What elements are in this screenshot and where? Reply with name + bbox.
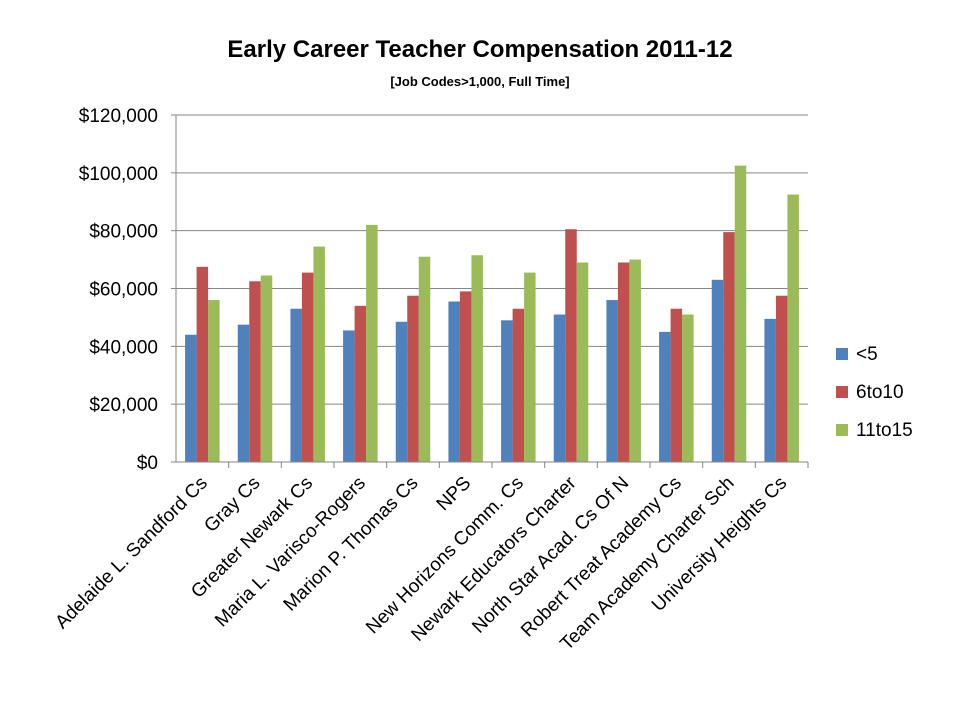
bar-3-4 <box>366 224 378 462</box>
bar-1-4 <box>343 330 355 462</box>
bar-1-2 <box>237 324 250 462</box>
legend-swatch <box>836 424 848 436</box>
bar-2-9 <box>617 262 630 462</box>
bar-3-6 <box>471 255 483 462</box>
bar-1-7 <box>501 320 513 462</box>
bar-2-5 <box>407 295 419 462</box>
bar-1-8 <box>553 314 566 462</box>
bar-3-3 <box>313 246 325 462</box>
y-tick-label: $40,000 <box>89 337 158 358</box>
bar-2-8 <box>565 229 577 462</box>
bar-3-11 <box>734 165 747 462</box>
chart-title: Early Career Teacher Compensation 2011-1… <box>227 36 733 63</box>
bar-2-6 <box>459 291 472 462</box>
chart-subtitle: [Job Codes>1,000, Full Time] <box>390 74 570 89</box>
bar-2-12 <box>775 295 788 462</box>
x-tick-label: NPS <box>433 473 475 515</box>
y-tick-label: $120,000 <box>79 106 158 127</box>
bar-3-5 <box>418 256 431 462</box>
bar-1-9 <box>606 300 618 462</box>
y-tick-label: $80,000 <box>89 222 158 243</box>
legend-swatch <box>836 386 848 398</box>
bar-1-6 <box>448 301 460 462</box>
legend-swatch <box>836 348 848 360</box>
bar-2-3 <box>301 272 314 462</box>
gridlines <box>176 114 808 405</box>
bar-1-11 <box>711 279 724 462</box>
axes <box>171 114 809 468</box>
bar-1-10 <box>659 331 671 462</box>
bar-1-1 <box>185 334 197 462</box>
legend: <5 6to10 11to15 <box>836 344 913 441</box>
bar-3-12 <box>787 194 799 463</box>
bar-2-11 <box>723 232 735 462</box>
bar-3-10 <box>682 314 694 462</box>
y-tick-label: $60,000 <box>89 280 158 301</box>
legend-label: 6to10 <box>856 382 904 403</box>
bar-1-12 <box>764 318 776 462</box>
legend-label: 11to15 <box>856 420 913 441</box>
y-tick-label: $20,000 <box>89 395 158 416</box>
bar-2-4 <box>354 305 367 462</box>
bar-2-10 <box>670 308 683 462</box>
bar-3-9 <box>629 259 641 462</box>
bar-3-1 <box>208 300 220 462</box>
y-tick-label: $100,000 <box>79 164 158 185</box>
x-tick-label: Adelaide L. Sandford Cs <box>51 473 211 633</box>
bar-1-5 <box>395 321 408 462</box>
bars <box>185 165 799 463</box>
bar-2-2 <box>249 281 261 462</box>
bar-3-2 <box>260 275 273 462</box>
bar-1-3 <box>290 308 302 462</box>
bar-2-7 <box>512 308 525 462</box>
bar-3-8 <box>576 262 589 462</box>
bar-2-1 <box>196 266 209 462</box>
y-tick-label: $0 <box>137 453 158 474</box>
legend-label: <5 <box>856 344 878 365</box>
y-tick-labels: $0 $20,000 $40,000 $60,000 $80,000 $100,000 $1… <box>79 106 158 474</box>
bar-3-7 <box>524 272 536 462</box>
